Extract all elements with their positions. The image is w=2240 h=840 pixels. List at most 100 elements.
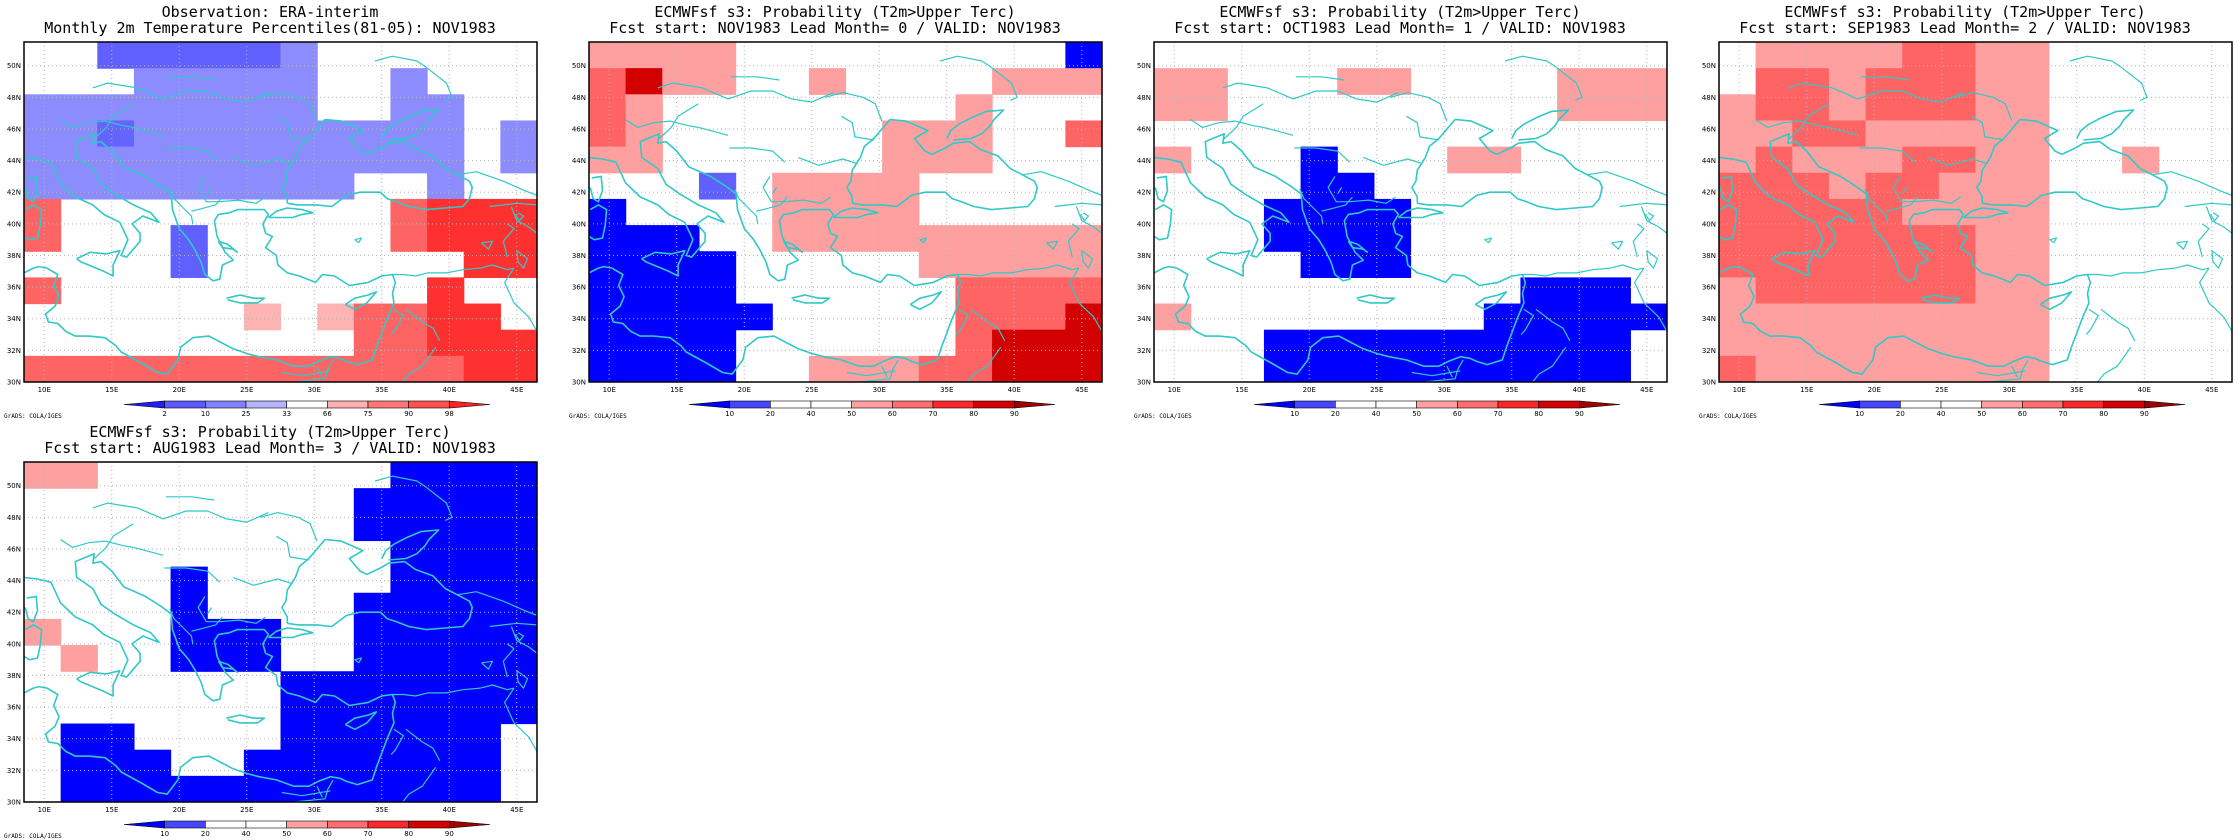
border-line [1504,55,1557,68]
lon-tick-label: 20E [173,386,186,394]
grid-cell [1593,355,1631,382]
grid-cell [1792,277,1830,305]
grid-cell [317,697,355,725]
grid-cell [463,540,501,568]
lat-tick-label: 32N [7,347,21,355]
coastline [589,204,608,241]
colorbar-label: 20 [766,410,775,418]
border-line [1646,250,1659,269]
map-canvas: 30N 32N 34N 36N 38N 40N 42N 44N 46N 48N 50N 10E 15E 2… [7,461,538,838]
border-line [191,196,223,212]
border-line [502,223,515,258]
grid-cell [882,146,920,174]
colorbar-swatch [408,820,450,829]
border-line [60,538,164,556]
grid-cell [463,198,501,226]
grid-cell [625,329,663,357]
grid-cell [1755,251,1793,278]
grid-cell [1975,68,2013,95]
colorbar-label: 10 [201,410,210,418]
grid-cell [1975,277,2013,305]
lat-tick-label: 38N [7,672,21,680]
grid-cell [427,671,465,698]
grid-cell [1792,68,1830,95]
grid-cell [662,68,700,95]
grid-cell [463,514,501,542]
grid-cell [207,172,245,200]
border-line [702,87,773,100]
grid-cell [390,592,428,620]
grid-cell [463,225,501,252]
coastline [381,109,440,141]
grid-cell [427,94,465,122]
grid-cell [955,277,993,305]
grid-cell [1719,198,1757,226]
border-line [390,728,404,755]
grid-cell [1065,42,1102,69]
border-line [1327,176,1396,204]
grid-cell [207,68,245,95]
grid-cell [955,225,993,252]
grads-credit: GrADS: COLA/IGES [4,413,62,420]
colorbar-label: 80 [969,410,978,418]
coastline [1719,132,2092,375]
coastline [782,240,804,254]
colorbar: 10 20 40 50 60 70 80 90 [1818,400,2186,418]
panel-title-line1: ECMWFsf s3: Probability (T2m>Upper Terc) [89,423,451,441]
border-line [481,240,494,250]
map-canvas: 30N 32N 34N 36N 38N 40N 42N 44N 46N 48N 50N 10E 15E 2… [1702,41,2233,418]
colorbar-swatch [123,400,165,409]
grid-cell [1447,146,1485,174]
grid-cell [2012,146,2050,174]
colorbar-label: 10 [1855,410,1864,418]
colorbar-label: 10 [160,830,169,838]
border-line [92,103,134,141]
lat-tick-label: 38N [1702,252,1716,260]
border-line [2011,365,2018,378]
colorbar-swatch [892,400,934,409]
colorbar-swatch [770,400,812,409]
grid-cell [317,303,355,331]
colorbar-label: 50 [1412,410,1421,418]
grid-cell [133,172,172,200]
lat-tick-label: 44N [1137,157,1151,165]
lat-tick-label: 34N [1137,315,1151,323]
colorbar-label: 98 [445,410,454,418]
grid-cell [1190,68,1228,95]
coastline [589,132,962,375]
grid-cell [1520,303,1558,331]
lat-tick-label: 30N [1137,379,1151,387]
panel-title-line2: Monthly 2m Temperature Percentiles(81-05… [44,19,496,37]
lon-tick-label: 10E [1733,386,1746,394]
grid-cell [625,251,663,278]
grid-cell [1719,120,1757,148]
grid-cell [1630,94,1667,122]
grid-cell [427,697,465,725]
grid-cell [955,146,993,174]
grid-cell [2012,225,2050,252]
lat-tick-label: 32N [1137,347,1151,355]
grid-cell [1902,355,1940,382]
grid-cell [2012,94,2050,122]
border-line [762,176,831,204]
border-line [846,370,896,377]
lat-tick-label: 50N [572,62,586,70]
grid-cell [1755,172,1793,200]
grid-cell [1154,94,1192,122]
lat-tick-label: 30N [572,379,586,387]
map-canvas: 30N 32N 34N 36N 38N 40N 42N 44N 46N 48N 50N 10E 15E 2… [7,41,538,418]
grid-cell [1593,329,1631,357]
border-line [164,567,221,583]
grid-cell [1300,225,1338,252]
grid-cell [1593,94,1631,122]
lon-tick-label: 20E [1303,386,1316,394]
coastline [1511,109,1570,141]
grid-cell [1755,42,1793,69]
border-line [1555,66,1583,102]
grid-cell [1902,120,1940,148]
border-line [1832,87,1903,100]
colorbar-label: 80 [404,830,413,838]
colorbar: 10 20 40 50 60 70 80 90 [688,400,1056,418]
grid-cell [170,146,208,174]
border-line [510,206,537,234]
